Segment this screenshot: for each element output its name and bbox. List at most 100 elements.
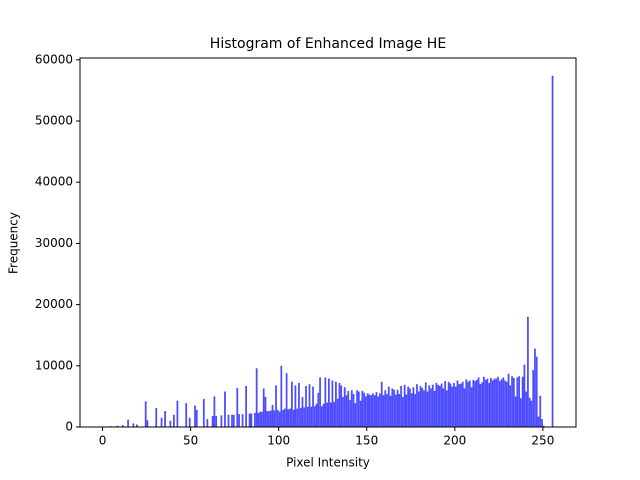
bar bbox=[377, 396, 380, 427]
y-tick-label: 30000 bbox=[35, 236, 73, 250]
bar bbox=[169, 420, 172, 427]
bar bbox=[271, 404, 274, 427]
bar bbox=[315, 403, 318, 427]
bar bbox=[357, 391, 360, 427]
bar bbox=[202, 398, 205, 427]
bar bbox=[361, 390, 364, 427]
bar bbox=[366, 393, 369, 427]
bar bbox=[195, 409, 198, 427]
bar bbox=[551, 75, 554, 427]
bar bbox=[423, 390, 425, 427]
bar bbox=[306, 406, 309, 427]
bar bbox=[467, 381, 469, 427]
bar bbox=[472, 379, 475, 427]
bar bbox=[224, 391, 226, 427]
bar bbox=[285, 373, 288, 427]
bar bbox=[530, 400, 533, 427]
bar bbox=[266, 411, 269, 427]
bar bbox=[414, 393, 417, 427]
bar bbox=[173, 414, 175, 427]
bar bbox=[431, 384, 434, 427]
bar bbox=[273, 410, 276, 427]
x-axis-label: Pixel Intensity bbox=[286, 456, 370, 470]
bar bbox=[449, 383, 452, 427]
bar bbox=[507, 373, 510, 427]
bar bbox=[213, 396, 216, 427]
bar bbox=[206, 419, 209, 427]
bar bbox=[241, 414, 244, 427]
x-tick-label: 50 bbox=[183, 434, 198, 448]
bar bbox=[446, 390, 448, 427]
y-tick-label: 20000 bbox=[35, 297, 73, 311]
bar bbox=[509, 385, 512, 427]
bar bbox=[407, 386, 410, 427]
x-tick-label: 0 bbox=[99, 434, 107, 448]
bar bbox=[493, 378, 496, 427]
bar bbox=[442, 388, 445, 427]
bar bbox=[262, 388, 265, 427]
bar bbox=[460, 383, 462, 427]
bar bbox=[535, 356, 538, 427]
bar bbox=[523, 364, 526, 427]
bar bbox=[370, 395, 373, 427]
bar bbox=[248, 413, 251, 427]
bar bbox=[456, 380, 459, 427]
bar bbox=[488, 382, 491, 427]
bar bbox=[491, 380, 494, 427]
bar bbox=[238, 414, 240, 427]
bar bbox=[424, 382, 427, 427]
bar bbox=[453, 382, 455, 427]
bar bbox=[474, 381, 476, 427]
axes-frame bbox=[79, 57, 577, 428]
bar bbox=[481, 382, 483, 427]
bar bbox=[292, 409, 295, 427]
bar bbox=[283, 408, 286, 427]
bar bbox=[521, 376, 524, 427]
bar bbox=[127, 419, 129, 427]
bar bbox=[465, 379, 468, 427]
bar bbox=[287, 409, 290, 427]
bar bbox=[527, 316, 529, 427]
y-tick-label: 0 bbox=[65, 420, 73, 434]
bar bbox=[428, 385, 431, 427]
bar bbox=[116, 425, 119, 427]
bar bbox=[525, 391, 528, 427]
bar bbox=[220, 415, 223, 427]
bar bbox=[419, 386, 422, 427]
bar bbox=[398, 393, 401, 427]
bar bbox=[391, 388, 394, 427]
bar bbox=[215, 415, 218, 427]
x-tick-label: 200 bbox=[443, 434, 466, 448]
bar bbox=[254, 412, 256, 427]
bar bbox=[495, 378, 498, 427]
bar bbox=[227, 414, 230, 427]
chart-title: Histogram of Enhanced Image HE bbox=[210, 36, 446, 52]
bar bbox=[280, 365, 283, 427]
bar bbox=[338, 382, 341, 427]
bar bbox=[310, 406, 313, 427]
bar bbox=[349, 400, 351, 427]
bar bbox=[504, 380, 506, 427]
bar bbox=[532, 370, 535, 427]
bar bbox=[136, 424, 138, 427]
bar bbox=[359, 400, 362, 427]
bar bbox=[430, 388, 432, 427]
bar bbox=[484, 379, 487, 427]
bar bbox=[335, 381, 337, 427]
bar bbox=[451, 386, 454, 427]
bar bbox=[470, 387, 473, 427]
bar bbox=[317, 392, 320, 427]
bar bbox=[132, 423, 135, 427]
bar bbox=[333, 401, 336, 427]
bar bbox=[194, 405, 196, 427]
bar bbox=[264, 397, 267, 427]
bar bbox=[259, 411, 262, 427]
bar bbox=[394, 394, 397, 427]
bar bbox=[303, 407, 306, 427]
bar bbox=[375, 392, 378, 427]
bar bbox=[350, 390, 353, 427]
bar bbox=[401, 397, 404, 427]
bar bbox=[539, 395, 542, 427]
bar bbox=[380, 381, 383, 427]
